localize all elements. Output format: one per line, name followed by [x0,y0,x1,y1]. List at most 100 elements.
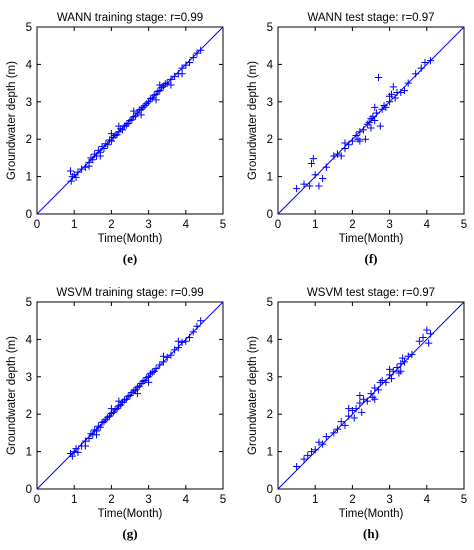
data-point [395,369,403,377]
data-point [139,103,147,112]
y-tick-label: 1 [267,172,273,184]
data-point [337,152,345,160]
data-point [330,152,338,160]
data-point [341,139,349,147]
data-point [389,367,397,375]
data-point [367,390,375,398]
data-point [193,322,201,330]
data-point [92,431,101,439]
x-tick-label: 5 [220,494,226,506]
data-point [94,422,102,430]
data-point [109,133,117,141]
x-axis-label: Time(Month) [339,233,404,245]
data-point [107,137,115,145]
x-axis-label: Time(Month) [339,508,404,520]
data-point [330,429,338,437]
data-point [307,159,316,168]
data-point [143,373,151,382]
data-point [311,446,319,454]
data-point [359,126,368,134]
data-point [371,384,379,392]
data-point [163,353,171,361]
data-point [124,392,132,400]
data-point [163,79,171,87]
data-point [91,426,99,434]
data-point [68,452,76,460]
data-point [185,333,194,342]
data-point [369,113,377,121]
data-point [115,397,123,405]
x-tick-label: 0 [34,219,40,231]
data-point [178,70,186,78]
data-point [141,101,149,110]
y-tick-label: 5 [267,297,273,309]
data-point [122,121,130,129]
data-point [107,129,115,138]
data-point [400,358,409,366]
x-tick-label: 2 [349,494,355,506]
data-point [306,182,314,190]
y-tick-label: 2 [267,409,273,421]
data-point [171,346,179,354]
data-point [315,438,323,446]
data-point [130,387,138,395]
data-point [137,111,145,119]
data-point [145,378,153,387]
data-point [400,86,409,95]
data-point [105,136,114,144]
data-point [358,408,366,416]
data-point [182,61,190,69]
data-point [387,375,396,383]
data-point [145,98,153,106]
data-point [382,103,390,112]
data-point [408,350,416,358]
x-tick-label: 0 [275,219,281,231]
data-point [111,406,119,414]
data-point [197,317,205,325]
data-point [421,58,429,67]
chart-panel-g: WSVM training stage: r=0.99 0 1 2 3 4 5 0 1 2 3 4 5 T… [6,287,226,541]
data-point [356,137,364,145]
data-point [369,393,377,401]
data-point [81,442,89,450]
y-tick-label: 3 [267,372,273,384]
x-tick-label: 1 [312,219,318,231]
data-point [412,70,420,78]
data-point [167,81,175,89]
data-point [148,94,156,102]
data-point [74,168,82,176]
data-point [333,150,342,158]
data-point [397,88,405,97]
data-point [386,92,394,100]
x-tick-label: 3 [145,494,151,506]
data-point [154,87,162,95]
data-point [300,455,308,463]
y-tick-label: 5 [26,22,32,34]
x-tick-label: 3 [386,219,392,231]
data-point [380,101,388,110]
chart-panel-h: WSVM test stage: r=0.97 0 1 2 3 4 5 0 1 2 3 4 5 Time(… [247,287,467,541]
data-point [96,423,104,431]
data-point [399,354,407,362]
x-tick-label: 5 [461,494,467,506]
data-point [70,448,78,456]
x-tick-label: 0 [275,494,281,506]
data-point [307,448,316,456]
data-point [148,368,156,376]
data-point [386,365,394,373]
data-point [293,184,301,193]
y-tick-label: 0 [26,484,32,496]
data-point [81,163,89,171]
y-tick-label: 5 [267,22,273,34]
data-point [363,120,371,128]
data-point [315,182,323,190]
data-point [98,418,106,427]
x-tick-label: 3 [386,494,392,506]
data-point [87,430,95,438]
data-point [322,163,330,171]
data-point [128,116,136,124]
data-point [115,122,123,130]
data-point [122,395,130,403]
data-point [131,112,140,120]
